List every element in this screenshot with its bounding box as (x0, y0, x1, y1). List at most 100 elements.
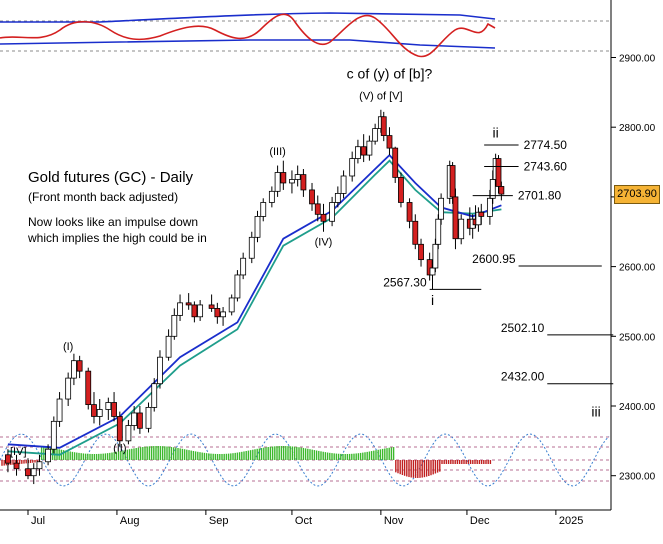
x-tick-label: Nov (384, 515, 404, 527)
candle-body (274, 172, 281, 192)
candle-body (280, 172, 287, 184)
y-tick-label: 2300.00 (619, 472, 656, 483)
candle-body (294, 174, 301, 180)
candle-body (234, 274, 241, 299)
wave-label: (III) (269, 146, 286, 158)
lower-indicator-panel (0, 433, 611, 487)
candle-body (105, 402, 112, 410)
candle-body (398, 176, 404, 203)
y-tick-label: 2600.00 (619, 263, 656, 274)
candle-body (289, 179, 295, 184)
x-axis: Jul Aug Sep Oct Nov Dec 2025 (27, 510, 583, 527)
commentary-line-2: which implies the high could be in (27, 231, 207, 245)
y-axis: 2300.002400.002500.002600.002700.002800.… (611, 54, 656, 483)
wave-label: i (431, 292, 434, 308)
level-label: 2502.10 (501, 321, 545, 335)
candle-body (197, 304, 204, 318)
candle-body (185, 302, 192, 306)
wave-label: ii (493, 125, 499, 141)
candle-body (165, 335, 172, 358)
candle-body (360, 146, 367, 156)
wave-label: (II) (113, 442, 126, 454)
candle-body (478, 211, 485, 217)
candle-body (220, 311, 226, 318)
lower-indicator-label: [IV] (10, 446, 27, 458)
candle-body (13, 462, 20, 470)
wave-label: (I) (63, 341, 73, 353)
candle-body (214, 308, 221, 318)
candle-body (392, 147, 399, 178)
candle-body (50, 420, 57, 450)
candle-body (486, 197, 493, 217)
x-tick-label: Aug (120, 515, 140, 527)
top-oscillator-line (0, 13, 496, 58)
cycle-wave (0, 433, 610, 487)
candle-body (191, 304, 198, 318)
level-label: 2600.95 (472, 252, 516, 266)
level-label: 2774.50 (524, 138, 568, 152)
candle-body (25, 468, 31, 477)
wave-label: c of (y) of [b]? (347, 65, 433, 81)
wave-label: (IV) (315, 237, 333, 249)
candle-body (300, 174, 307, 191)
candle-body (320, 213, 327, 222)
level-label: 2701.80 (518, 189, 562, 203)
y-tick-label: 2900.00 (619, 54, 656, 65)
candle-body (449, 165, 456, 198)
candle-body (435, 218, 442, 245)
candle-body (136, 412, 143, 429)
candle-body (498, 186, 505, 195)
candle-body (372, 128, 379, 142)
candle-body (452, 196, 459, 240)
level-label: 2743.60 (524, 160, 568, 174)
candle-body (432, 243, 439, 269)
candle-body (309, 189, 315, 205)
candle-body (366, 140, 373, 156)
price-levels: 2774.50 2743.60 2701.80 2600.95 2567.30 2502.… (383, 138, 614, 385)
candle-body (91, 404, 97, 417)
candle-body (380, 116, 387, 136)
candle-body (228, 297, 235, 313)
candles (5, 109, 505, 485)
candle-body (96, 409, 103, 417)
candle-body (171, 314, 178, 337)
candle-body (334, 193, 341, 203)
chart-subtitle: (Front month back adjusted) (28, 190, 178, 204)
top-oscillator-panel (0, 12, 611, 58)
y-tick-label: 2500.00 (619, 332, 656, 343)
level-label: 2432.00 (501, 370, 545, 384)
candle-body (349, 158, 356, 177)
candle-body (254, 216, 261, 238)
y-tick-label: 2400.00 (619, 402, 656, 413)
y-tick-label: 2800.00 (619, 123, 656, 134)
candle-body (208, 304, 215, 309)
candle-body (85, 370, 92, 406)
top-band-lower (0, 39, 496, 49)
candle-body (412, 220, 419, 245)
candle-body (260, 202, 267, 217)
candle-body (30, 468, 37, 477)
candle-body (268, 190, 275, 203)
candle-body (495, 158, 502, 187)
candle-body (240, 257, 247, 276)
commentary-line-1: Now looks like an impulse down (28, 215, 198, 229)
wave-label: iii (591, 403, 600, 419)
candle-body (145, 406, 152, 429)
candle-body (56, 398, 63, 422)
chart-title: Gold futures (GC) - Daily (28, 169, 194, 186)
candle-body (438, 197, 445, 220)
candle-body (329, 202, 335, 222)
candle-body (111, 402, 117, 417)
candle-body (5, 454, 11, 464)
candle-body (157, 356, 163, 385)
level-label: 2567.30 (383, 275, 427, 289)
current-price-badge: 2703.90 (614, 185, 660, 204)
candle-body (116, 416, 123, 442)
x-tick-label: Jul (31, 515, 45, 527)
candle-body (71, 360, 77, 379)
candle-body (125, 425, 132, 442)
candle-body (386, 135, 393, 149)
candle-body (65, 377, 72, 400)
